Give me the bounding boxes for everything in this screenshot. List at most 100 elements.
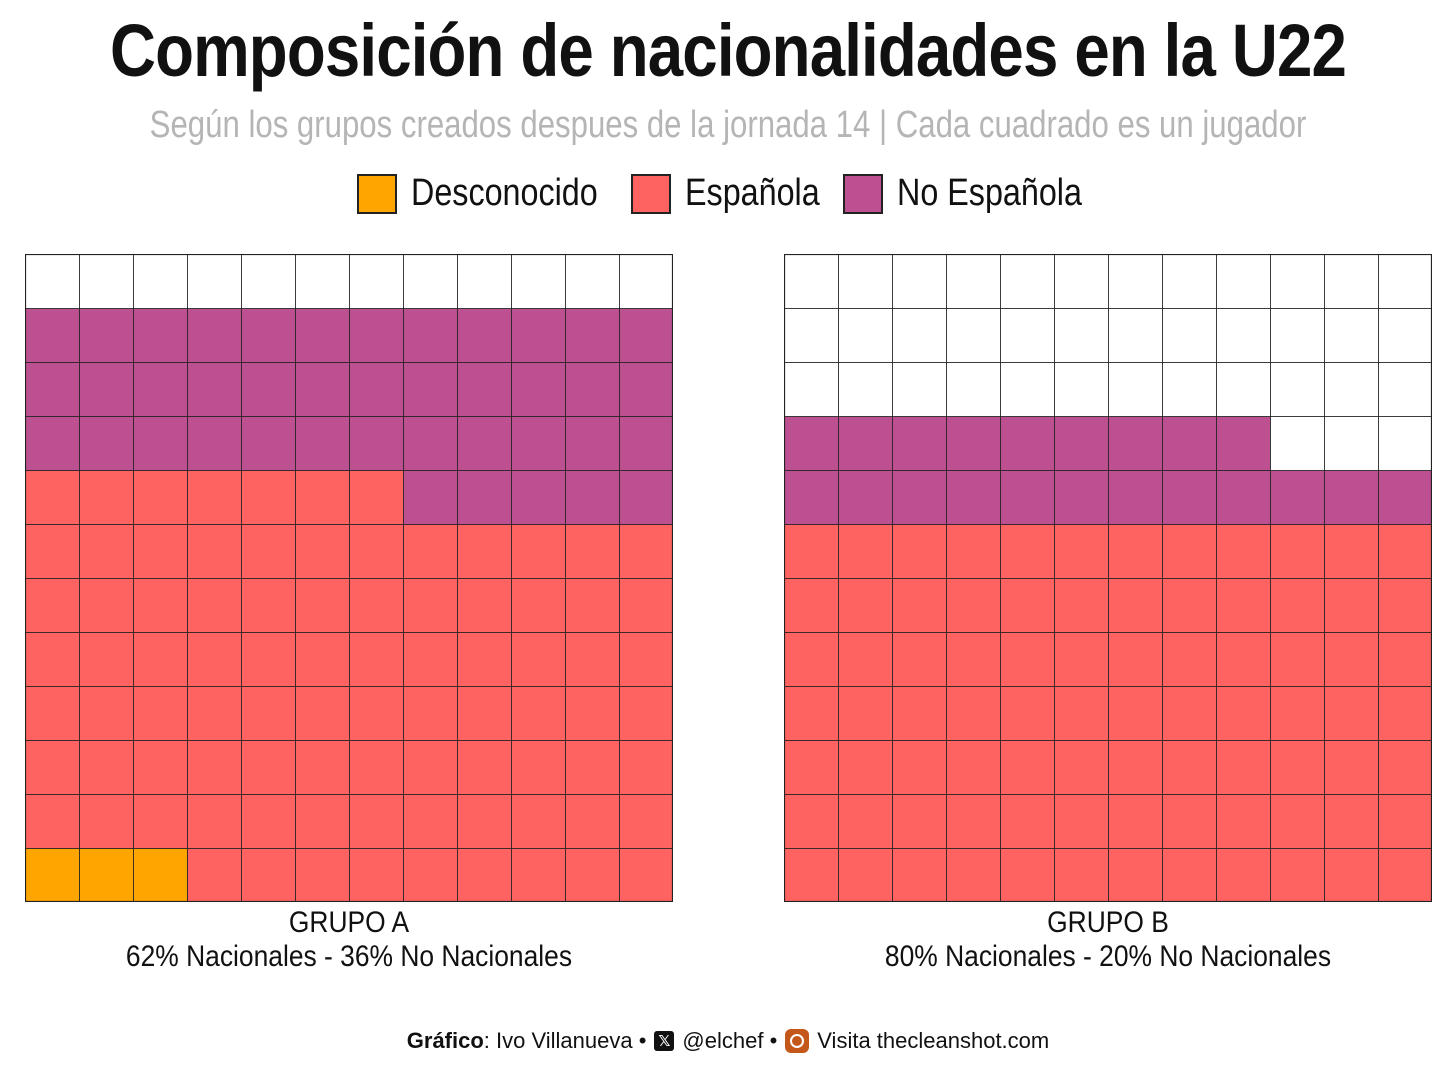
waffle-cell-grupo-b-espanola	[838, 848, 893, 902]
waffle-cell-grupo-a-no-espanola	[349, 308, 404, 363]
waffle-cell-grupo-b-espanola	[1000, 578, 1055, 633]
waffle-cell-grupo-b-no-espanola	[1054, 416, 1109, 471]
waffle-cell-grupo-b-espanola	[892, 848, 947, 902]
waffle-cell-grupo-b-espanola	[838, 632, 893, 687]
waffle-cell-grupo-b-espanola	[892, 794, 947, 849]
waffle-cell-grupo-b-espanola	[838, 794, 893, 849]
waffle-cell-grupo-a-no-espanola	[133, 416, 188, 471]
waffle-cell-grupo-b-espanola	[946, 524, 1001, 579]
waffle-cell-grupo-b-empty	[784, 362, 839, 417]
legend-item-desconocido: Desconocido	[357, 172, 615, 215]
waffle-cell-grupo-a-no-espanola	[25, 416, 80, 471]
waffle-cell-grupo-a-espanola	[457, 848, 512, 902]
waffle-cell-grupo-a-espanola	[79, 632, 134, 687]
waffle-cell-grupo-b-espanola	[1216, 524, 1271, 579]
waffle-cell-grupo-b-empty	[838, 362, 893, 417]
waffle-cell-grupo-b-espanola	[784, 524, 839, 579]
waffle-cell-grupo-b-espanola	[1108, 578, 1163, 633]
waffle-cell-grupo-a-espanola	[511, 524, 566, 579]
waffle-cell-grupo-b-empty	[1108, 362, 1163, 417]
waffle-cell-grupo-b-no-espanola	[1162, 470, 1217, 525]
waffle-cell-grupo-b-empty	[1270, 416, 1325, 471]
waffle-cell-grupo-b-espanola	[784, 794, 839, 849]
waffle-cell-grupo-b-espanola	[784, 578, 839, 633]
waffle-cell-grupo-b-empty	[892, 308, 947, 363]
waffle-cell-grupo-a-espanola	[457, 794, 512, 849]
waffle-cell-grupo-b-espanola	[1162, 632, 1217, 687]
waffle-cell-grupo-a-empty	[349, 254, 404, 309]
waffle-cell-grupo-a-espanola	[565, 686, 620, 741]
waffle-cell-grupo-a-no-espanola	[565, 416, 620, 471]
waffle-cell-grupo-b-espanola	[1108, 740, 1163, 795]
waffle-cell-grupo-a-espanola	[79, 686, 134, 741]
waffle-cell-grupo-b-empty	[892, 254, 947, 309]
waffle-cell-grupo-a-no-espanola	[403, 362, 458, 417]
waffle-cell-grupo-a-no-espanola	[619, 308, 673, 363]
waffle-cell-grupo-b-espanola	[1378, 578, 1432, 633]
waffle-cell-grupo-a-empty	[403, 254, 458, 309]
waffle-cell-grupo-a-no-espanola	[619, 362, 673, 417]
waffle-cell-grupo-a-no-espanola	[187, 416, 242, 471]
waffle-cell-grupo-b-espanola	[1216, 740, 1271, 795]
substack-icon	[785, 1029, 810, 1053]
waffle-chart-grupo-a	[25, 254, 673, 902]
waffle-cell-grupo-b-espanola	[946, 848, 1001, 902]
waffle-cell-grupo-a-espanola	[349, 470, 404, 525]
waffle-cell-grupo-b-espanola	[1324, 848, 1379, 902]
waffle-cell-grupo-a-espanola	[295, 686, 350, 741]
waffle-cell-grupo-a-espanola	[295, 632, 350, 687]
waffle-cell-grupo-b-espanola	[1324, 740, 1379, 795]
waffle-cell-grupo-a-espanola	[619, 632, 673, 687]
waffle-cell-grupo-b-espanola	[1270, 848, 1325, 902]
waffle-cell-grupo-a-desconocido	[25, 848, 80, 902]
waffle-cell-grupo-a-espanola	[187, 794, 242, 849]
footer-handle[interactable]: @elchef •	[682, 1028, 778, 1053]
waffle-cell-grupo-a-no-espanola	[79, 308, 134, 363]
waffle-cell-grupo-a-espanola	[241, 632, 296, 687]
waffle-cell-grupo-a-espanola	[403, 794, 458, 849]
waffle-cell-grupo-b-espanola	[1162, 524, 1217, 579]
waffle-cell-grupo-b-espanola	[892, 524, 947, 579]
waffle-cell-grupo-b-espanola	[1216, 848, 1271, 902]
waffle-cell-grupo-a-espanola	[565, 740, 620, 795]
waffle-cell-grupo-b-espanola	[1378, 794, 1432, 849]
caption-grupo-b-stats: 80% Nacionales - 20% No Nacionales	[884, 940, 1332, 973]
caption-grupo-a-stats: 62% Nacionales - 36% No Nacionales	[125, 940, 573, 973]
waffle-cell-grupo-a-no-espanola	[403, 470, 458, 525]
waffle-panel-grupo-a	[25, 254, 673, 902]
waffle-cell-grupo-a-espanola	[511, 686, 566, 741]
waffle-cell-grupo-b-empty	[784, 254, 839, 309]
waffle-cell-grupo-a-no-espanola	[565, 362, 620, 417]
waffle-cell-grupo-b-espanola	[1378, 848, 1432, 902]
legend: Desconocido Española No Española	[0, 172, 1456, 215]
waffle-cell-grupo-a-no-espanola	[457, 308, 512, 363]
caption-grupo-a-name: GRUPO A	[288, 906, 410, 939]
waffle-cell-grupo-b-empty	[1162, 308, 1217, 363]
waffle-cell-grupo-b-espanola	[1270, 632, 1325, 687]
waffle-cell-grupo-b-espanola	[1270, 686, 1325, 741]
waffle-cell-grupo-b-empty	[1324, 308, 1379, 363]
waffle-cell-grupo-a-no-espanola	[511, 416, 566, 471]
waffle-cell-grupo-a-espanola	[241, 848, 296, 902]
waffle-cell-grupo-a-no-espanola	[241, 308, 296, 363]
waffle-cell-grupo-b-espanola	[892, 686, 947, 741]
waffle-cell-grupo-a-espanola	[25, 794, 80, 849]
waffle-cell-grupo-a-empty	[619, 254, 673, 309]
waffle-cell-grupo-a-espanola	[403, 632, 458, 687]
waffle-cell-grupo-b-empty	[1324, 254, 1379, 309]
footer-site[interactable]: Visita thecleanshot.com	[817, 1028, 1050, 1053]
waffle-cell-grupo-a-empty	[295, 254, 350, 309]
waffle-cell-grupo-b-empty	[892, 362, 947, 417]
waffle-cell-grupo-b-espanola	[1162, 578, 1217, 633]
footer-author: : Ivo Villanueva •	[483, 1028, 647, 1053]
legend-swatch-desconocido	[357, 173, 398, 214]
waffle-cell-grupo-b-empty	[1378, 308, 1432, 363]
waffle-cell-grupo-b-espanola	[1054, 632, 1109, 687]
waffle-cell-grupo-b-espanola	[1108, 794, 1163, 849]
waffle-cell-grupo-b-empty	[1216, 308, 1271, 363]
waffle-cell-grupo-b-espanola	[892, 740, 947, 795]
waffle-cell-grupo-a-espanola	[457, 632, 512, 687]
waffle-cell-grupo-a-no-espanola	[295, 416, 350, 471]
waffle-cell-grupo-a-empty	[79, 254, 134, 309]
waffle-cell-grupo-a-espanola	[133, 524, 188, 579]
